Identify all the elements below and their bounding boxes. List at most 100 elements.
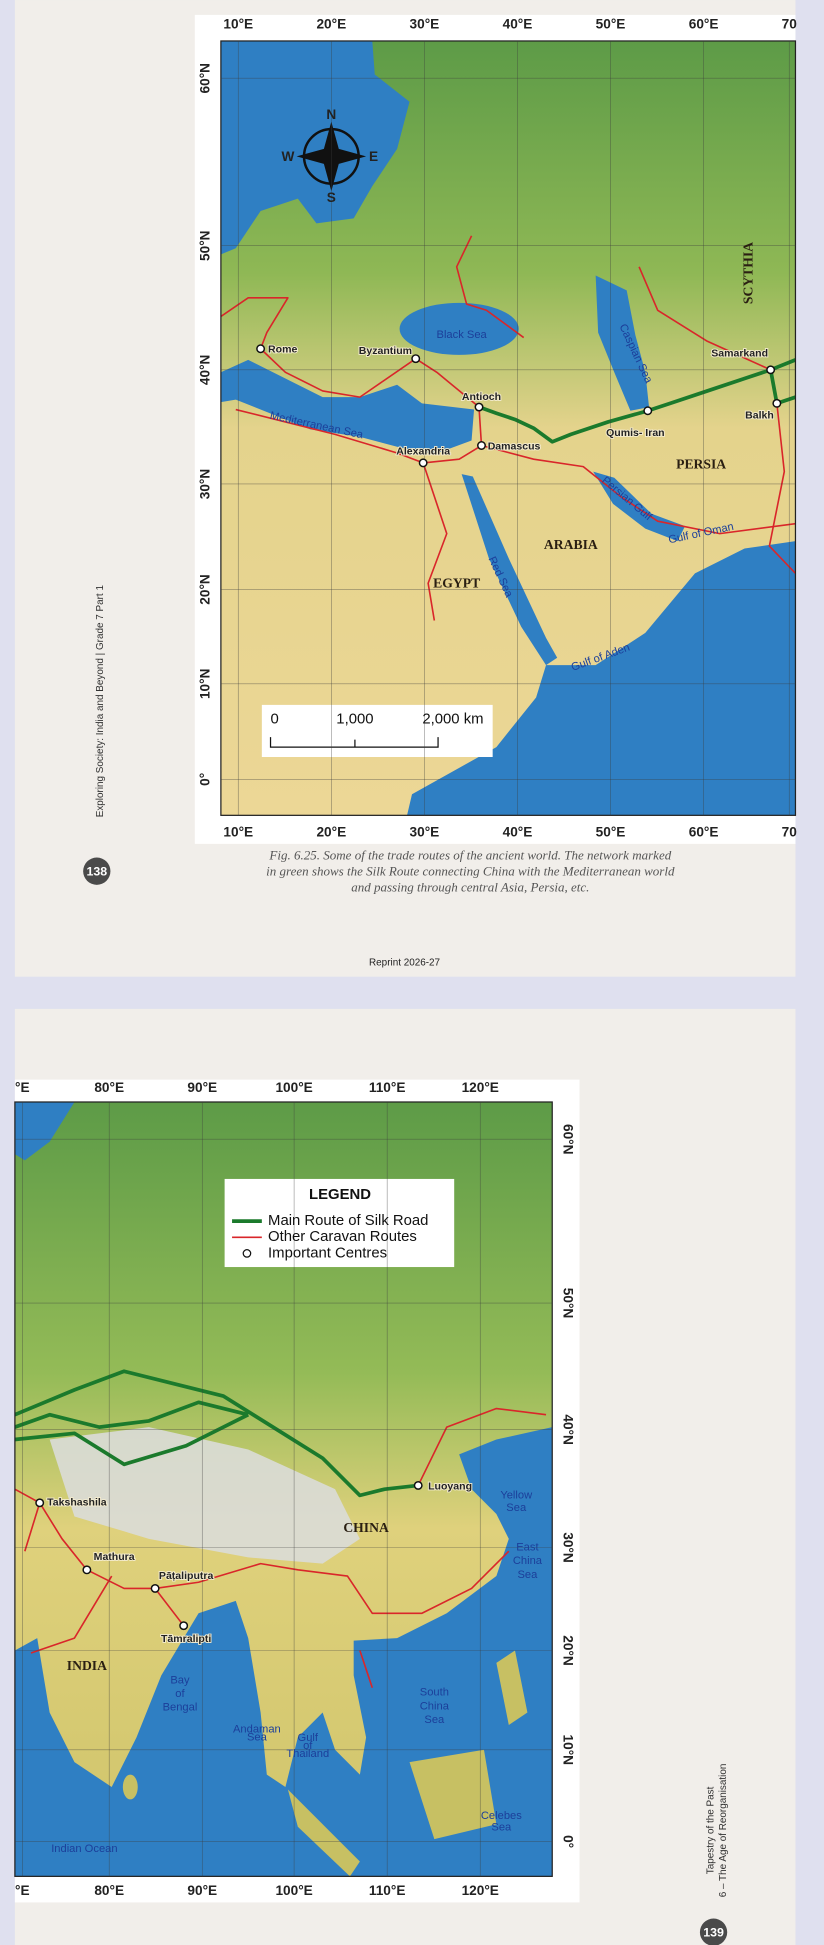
latitude-label: 10°N [561, 1735, 576, 1765]
water-label: South China Sea [420, 1687, 450, 1726]
longitude-label: 120°E [462, 1883, 499, 1898]
running-head: Exploring Society: India and Beyond | Gr… [95, 585, 106, 818]
scale-label: 2,000 km [422, 712, 483, 728]
longitude-label: 90°E [187, 1883, 217, 1898]
region-label: PERSIA [676, 457, 726, 472]
latitude-label: 0° [198, 773, 213, 786]
compass-label: N [326, 107, 336, 122]
page-number-badge [699, 1918, 728, 1945]
longitude-label: 100°E [275, 1080, 312, 1095]
centre-marker [643, 406, 653, 416]
longitude-label: 110°E [369, 1080, 406, 1095]
region-label: ARABIA [544, 537, 598, 552]
water-label: Indian Ocean [51, 1843, 117, 1855]
longitude-label: 120°E [462, 1080, 499, 1095]
longitude-label: 90°E [187, 1080, 217, 1095]
centre-marker [766, 365, 776, 375]
longitude-label: 60°E [689, 16, 719, 31]
longitude-label: °E [15, 1080, 30, 1095]
figure-caption: Fig. 6.25. Some of the trade routes of t… [268, 847, 671, 862]
footer: Reprint 2026-27 [369, 958, 441, 969]
scale-bar [261, 704, 493, 758]
legend-item: Main Route of Silk Road [268, 1213, 428, 1229]
water-label: Andaman Sea [233, 1724, 281, 1744]
longitude-label: 80°E [94, 1883, 124, 1898]
latitude-label: 20°N [198, 574, 213, 604]
longitude-label: 110°E [369, 1883, 406, 1898]
longitude-label: 10°E [223, 16, 253, 31]
legend-box [224, 1178, 455, 1268]
longitude-label: 70 [782, 16, 798, 31]
place-label: Alexandria [396, 446, 450, 458]
centre-marker [477, 441, 486, 450]
centre-marker [150, 1583, 160, 1593]
latitude-label: 50°N [198, 230, 213, 260]
region-label: SCYTHIA [741, 242, 756, 304]
map-1 [220, 40, 796, 816]
water-label: Yellow Sea [500, 1489, 533, 1513]
latitude-label: 20°N [561, 1635, 576, 1665]
latitude-label: 60°N [198, 63, 213, 93]
latitude-label: 30°N [561, 1532, 576, 1562]
page-number: 138 [86, 865, 107, 879]
centre-marker [256, 344, 266, 354]
longitude-label: 70 [782, 824, 798, 839]
water-label: Black Sea [437, 329, 488, 341]
place-label: Balkh [745, 410, 774, 422]
centre-marker [474, 402, 484, 412]
region-label: INDIA [67, 1658, 107, 1673]
scale-label: 0 [271, 712, 279, 728]
region-label: CHINA [343, 1520, 389, 1535]
place-label: Rome [268, 344, 297, 356]
longitude-label: 10°E [223, 824, 253, 839]
longitude-label: 60°E [689, 824, 719, 839]
running-head: Tapestry of the Past [706, 1786, 717, 1874]
place-label: Takshashila [47, 1497, 107, 1509]
place-label: Pāṭaliputra [159, 1570, 214, 1582]
latitude-label: 10°N [198, 669, 213, 699]
longitude-label: 50°E [596, 16, 626, 31]
longitude-label: °E [15, 1883, 30, 1898]
water-label: Gulf of Thailand [286, 1732, 329, 1760]
place-label: Mathura [94, 1551, 135, 1563]
longitude-label: 80°E [94, 1080, 124, 1095]
legend-item: Important Centres [268, 1245, 387, 1261]
longitude-label: 30°E [410, 16, 440, 31]
region-label: EGYPT [433, 576, 480, 591]
longitude-label: 20°E [316, 16, 346, 31]
legend-title: LEGEND [309, 1187, 371, 1203]
centre-marker [413, 1480, 423, 1490]
water-label: Bay of Bengal [163, 1674, 198, 1713]
centre-marker [418, 458, 428, 468]
compass-label: W [281, 149, 294, 164]
figure-caption: and passing through central Asia, Persia… [351, 880, 589, 895]
centre-marker [411, 354, 421, 364]
latitude-label: 30°N [198, 469, 213, 499]
place-label: Tāmralipti [161, 1633, 211, 1645]
longitude-label: 40°E [503, 16, 533, 31]
map-border [220, 40, 797, 816]
longitude-label: 20°E [316, 824, 346, 839]
centre-marker [82, 1565, 92, 1575]
map-border [14, 1101, 553, 1877]
longitude-label: 40°E [503, 824, 533, 839]
place-label: Luoyang [428, 1480, 472, 1492]
centre-marker [772, 398, 782, 408]
longitude-label: 30°E [410, 824, 440, 839]
place-label: Antioch [462, 391, 501, 403]
latitude-label: 50°N [561, 1288, 576, 1318]
compass-label: S [327, 190, 336, 205]
water-label: East China Sea [513, 1541, 543, 1580]
latitude-label: 0° [561, 1835, 576, 1848]
longitude-label: 100°E [275, 1883, 312, 1898]
compass-label: E [369, 149, 378, 164]
place-label: Samarkand [711, 347, 768, 359]
centre-marker [179, 1621, 189, 1631]
centre-marker [35, 1498, 45, 1508]
page-number-badge [83, 857, 111, 885]
legend-item: Other Caravan Routes [268, 1229, 417, 1245]
water-label: Celebes Sea [481, 1810, 522, 1833]
